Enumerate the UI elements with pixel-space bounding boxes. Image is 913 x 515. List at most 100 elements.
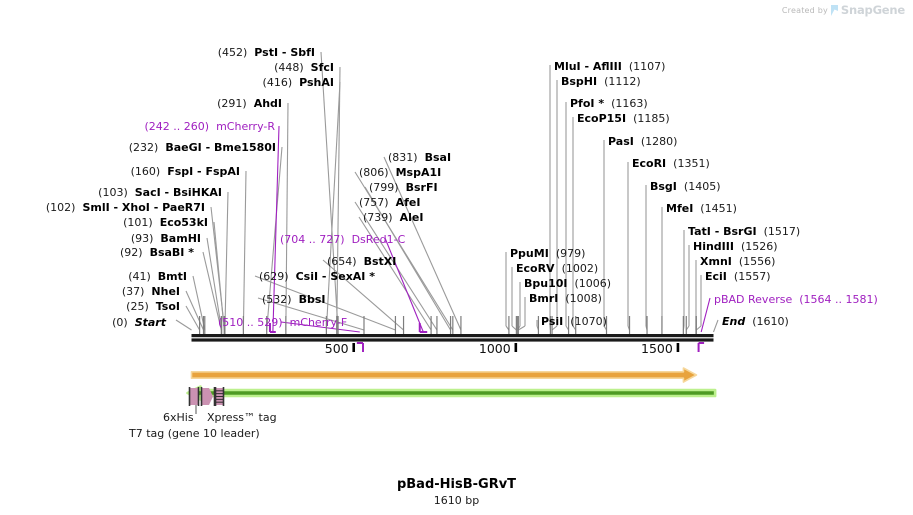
site-names: AleI <box>400 211 424 224</box>
site-position: (704 .. 727) <box>280 233 345 246</box>
site-label-bmrI[interactable]: BmrI (1008) <box>529 293 602 304</box>
plasmid-length: 1610 bp <box>433 494 480 507</box>
site-name: BsgI <box>650 180 677 193</box>
site-label-ppumI[interactable]: PpuMI (979) <box>510 248 585 259</box>
site-label-ecorI[interactable]: EcoRI (1351) <box>632 158 710 169</box>
site-label-bstxI[interactable]: (654) BstXI <box>327 256 396 267</box>
site-label-pbad-reverse[interactable]: pBAD Reverse (1564 .. 1581) <box>714 294 878 305</box>
site-name: CsiI <box>295 270 319 283</box>
site-label-start[interactable]: (0) Start <box>112 317 166 328</box>
leader-line <box>354 171 454 331</box>
name-separator: - <box>160 186 173 199</box>
site-label-mcherry-f[interactable]: (510 .. 529) mCherry-F <box>218 317 347 328</box>
site-position: (757) <box>359 196 389 209</box>
site-position: (1008) <box>565 292 602 305</box>
site-name: Bpu10I <box>524 277 568 290</box>
site-label-smlI-xhoI-paer7I[interactable]: (102) SmlI - XhoI - PaeR7I <box>46 202 205 213</box>
site-names: MluI - AflIII <box>554 60 622 73</box>
site-name: TsoI <box>155 300 180 313</box>
site-label-csiI-sexaI[interactable]: (629) CsiI - SexAI * <box>259 271 375 282</box>
site-position: (629) <box>259 270 289 283</box>
site-label-bsabI[interactable]: (92) BsaBI * <box>120 247 194 258</box>
tag-caption-2: T7 tag (gene 10 leader) <box>129 427 260 440</box>
site-label-ecil[interactable]: EciI (1557) <box>705 271 770 282</box>
site-label-pshAI[interactable]: (416) PshAI <box>263 77 334 88</box>
ruler-tick-label: 500 <box>325 341 349 356</box>
site-label-pasI[interactable]: PasI (1280) <box>608 136 677 147</box>
site-label-sacI-bsihkaI[interactable]: (103) SacI - BsiHKAI <box>98 187 222 198</box>
site-label-baegI-bme1580I[interactable]: (232) BaeGI - Bme1580I <box>129 142 276 153</box>
site-name: SexAI <box>330 270 366 283</box>
site-label-psiI[interactable]: PsiI (1070) <box>541 316 607 327</box>
site-label-end[interactable]: End (1610) <box>722 316 789 327</box>
site-label-bsaI[interactable]: (831) BsaI <box>388 152 451 163</box>
leader-line <box>383 156 462 331</box>
site-label-bsphI[interactable]: BspHI (1112) <box>561 76 641 87</box>
leader-line <box>325 81 341 331</box>
site-label-mspa1I[interactable]: (806) MspA1I <box>359 167 441 178</box>
site-name: BsaI <box>424 151 452 164</box>
site-names: PpuMI <box>510 247 549 260</box>
site-label-pstI-sbfI[interactable]: (452) PstI - SbfI <box>218 47 315 58</box>
site-position: (103) <box>98 186 128 199</box>
site-label-mluI-afliii[interactable]: MluI - AflIII (1107) <box>554 61 665 72</box>
site-name: FspI <box>167 165 194 178</box>
primer-pbad-reverse <box>697 342 705 352</box>
site-label-tsoI[interactable]: (25) TsoI <box>126 301 180 312</box>
site-position: (979) <box>555 247 586 260</box>
site-label-ahdI[interactable]: (291) AhdI <box>217 98 282 109</box>
site-names: CsiI - SexAI * <box>296 270 375 283</box>
site-names: pBAD Reverse <box>714 293 792 306</box>
site-name: AflIII <box>592 60 622 73</box>
site-label-fspI-fspAI[interactable]: (160) FspI - FspAI <box>131 166 240 177</box>
site-label-bpu10I[interactable]: Bpu10I (1006) <box>524 278 611 289</box>
site-names: BaeGI - Bme1580I <box>165 141 276 154</box>
leader-line <box>336 66 341 331</box>
leader-line <box>266 146 283 331</box>
site-position: (1557) <box>733 270 771 283</box>
site-label-bbsI[interactable]: (532) BbsI <box>262 294 326 305</box>
site-label-mcherry-r[interactable]: (242 .. 260) mCherry-R <box>145 121 275 132</box>
site-names: TatI - BsrGI <box>688 225 757 238</box>
site-position: (1280) <box>640 135 678 148</box>
site-position: (102) <box>45 201 76 214</box>
site-names: mCherry-F <box>290 316 348 329</box>
site-name: XhoI <box>121 201 150 214</box>
leader-line <box>202 251 222 331</box>
site-label-tatI-bsrgI[interactable]: TatI - BsrGI (1517) <box>688 226 800 237</box>
site-label-nheI[interactable]: (37) NheI <box>122 286 180 297</box>
site-label-bmtI[interactable]: (41) BmtI <box>128 271 187 282</box>
site-name: pBAD Reverse <box>714 293 793 306</box>
site-label-pfoI[interactable]: PfoI * (1163) <box>570 98 648 109</box>
backbone-top-strand <box>191 334 714 338</box>
leader-line <box>185 290 204 331</box>
site-position: (532) <box>262 293 292 306</box>
watermark-brand: SnapGene <box>840 3 905 17</box>
site-label-bsrfI[interactable]: (799) BsrFI <box>369 182 438 193</box>
site-position: (291) <box>217 97 247 110</box>
site-label-ecorv[interactable]: EcoRV (1002) <box>516 263 598 274</box>
site-names: BbsI <box>299 293 326 306</box>
site-label-afeI[interactable]: (757) AfeI <box>359 197 420 208</box>
site-label-ecop15I[interactable]: EcoP15I (1185) <box>577 113 670 124</box>
site-label-bsgI[interactable]: BsgI (1405) <box>650 181 720 192</box>
site-label-xmnI[interactable]: XmnI (1556) <box>700 256 775 267</box>
site-names: HindIII <box>693 240 734 253</box>
site-label-aleI[interactable]: (739) AleI <box>363 212 423 223</box>
site-label-sfcI[interactable]: (448) SfcI <box>274 62 334 73</box>
site-position: (25) <box>126 300 149 313</box>
site-name: EcoRV <box>516 262 555 275</box>
site-label-bamhI[interactable]: (93) BamHI <box>131 233 201 244</box>
site-position: (1185) <box>633 112 670 125</box>
site-name: EciI <box>705 270 727 283</box>
site-name: FspAI <box>205 165 240 178</box>
site-label-dsred1-c[interactable]: (704 .. 727) DsRed1-C <box>280 234 405 245</box>
site-label-mfeI[interactable]: MfeI (1451) <box>666 203 737 214</box>
ruler-tick-label: 1000 <box>479 341 511 356</box>
name-separator: - <box>109 201 122 214</box>
site-names: DsRed1-C <box>352 233 406 246</box>
site-label-eco53kI[interactable]: (101) Eco53kI <box>123 217 208 228</box>
ruler-tick <box>676 343 680 352</box>
site-label-hindiii[interactable]: HindIII (1526) <box>693 241 778 252</box>
site-name: SfcI <box>310 61 334 74</box>
